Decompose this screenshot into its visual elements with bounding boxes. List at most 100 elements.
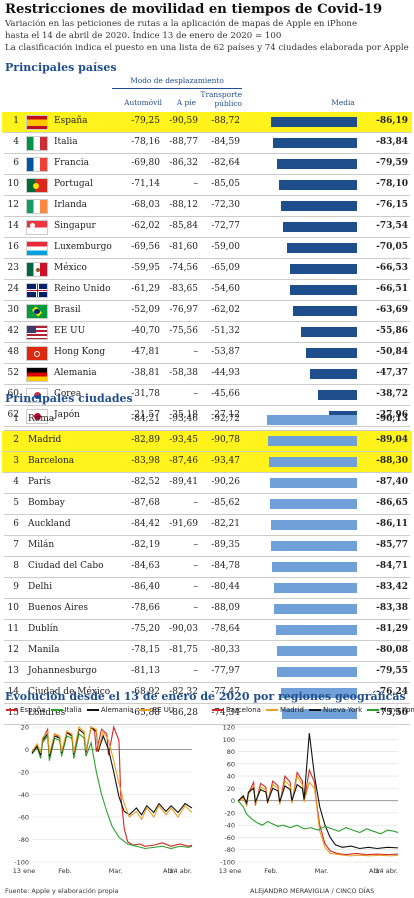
city-name: Roma [28, 414, 55, 424]
y-tick-label: -80 [18, 836, 29, 844]
value-car: -59,95 [131, 263, 160, 273]
value-walk: -74,56 [169, 263, 198, 273]
value-car: -82,52 [131, 477, 160, 487]
flag-kr-icon [26, 388, 48, 403]
countries-row: 52 Alemania -38,81 -58,38 -44,93 -47,37 [2, 364, 412, 385]
legend-item: Italia [50, 706, 82, 714]
country-name: Alemania [54, 368, 97, 378]
media-bar [269, 478, 357, 488]
subtitle-line-2: hasta el 14 de abril de 2020. Índice 13 … [5, 31, 282, 41]
city-name: Bombay [28, 498, 65, 508]
y-tick-label: 80 [227, 748, 235, 756]
cities-row: 14 Ciudad de México -68,92 -82,32 -77,47 -76,… [2, 683, 412, 704]
city-name: Manila [28, 645, 60, 655]
y-tick-label: 20 [21, 724, 29, 732]
value-car: -71,14 [131, 179, 160, 189]
value-media: -78,10 [376, 179, 408, 189]
media-bar [277, 159, 357, 169]
cities-row: 4 París -82,52 -89,41 -90,26 -87,40 [2, 473, 412, 494]
rank: 30 [7, 305, 19, 315]
countries-row: 16 Luxemburgo -69,56 -81,60 -59,00 -70,05 [2, 238, 412, 259]
media-bar [266, 415, 357, 425]
value-walk: – [193, 498, 199, 508]
value-walk: -88,77 [169, 137, 198, 147]
value-media: -75,50 [376, 708, 408, 718]
rank: 2 [13, 435, 19, 445]
value-media: -83,38 [376, 603, 408, 613]
value-car: -40,70 [131, 326, 160, 336]
rank: 15 [7, 708, 19, 718]
rank: 10 [7, 603, 19, 613]
legend-item: Alemania [86, 706, 134, 714]
value-transit: -82,21 [211, 519, 240, 529]
cities-row: 11 Dublín -75,20 -90,03 -78,64 -81,29 [2, 620, 412, 641]
cities-row: 9 Delhi -86,40 – -80,44 -83,42 [2, 578, 412, 599]
rank: 48 [7, 347, 19, 357]
value-transit: -78,64 [211, 624, 240, 634]
legend-item: Nueva York [308, 706, 362, 714]
rank: 11 [7, 624, 19, 634]
countries-row: 23 México -59,95 -74,56 -65,09 -66,53 [2, 259, 412, 280]
y-tick-label: -60 [224, 834, 235, 842]
page-title: Restricciones de movilidad en tiempos de… [5, 2, 383, 17]
value-transit: -80,44 [211, 582, 240, 592]
flag-de-icon [26, 367, 48, 382]
col-header-media: Media [331, 98, 355, 107]
mode-group-rule [112, 88, 242, 89]
value-walk: -93,46 [169, 414, 198, 424]
media-bar [318, 390, 357, 400]
media-bar [286, 243, 357, 253]
value-car: -78,66 [131, 603, 160, 613]
rank: 14 [7, 687, 19, 697]
rank: 1 [13, 414, 19, 424]
media-bar [270, 520, 357, 530]
value-walk: -93,45 [169, 435, 198, 445]
city-name: Delhi [28, 582, 53, 592]
value-walk: -89,41 [169, 477, 198, 487]
countries-row: 14 Singapur -62,02 -85,84 -72,77 -73,54 [2, 217, 412, 238]
value-walk: – [193, 603, 199, 613]
value-walk: – [193, 540, 199, 550]
city-name: Auckland [28, 519, 71, 529]
cities-row: 1 Roma -84,21 -93,46 -92,72 -90,13 [2, 410, 412, 431]
rank: 24 [7, 284, 19, 294]
value-car: -79,25 [131, 116, 160, 126]
media-bar [309, 369, 357, 379]
rank: 9 [13, 582, 19, 592]
value-walk: -76,97 [169, 305, 198, 315]
value-transit: -59,00 [211, 242, 240, 252]
col-header-transit-2: público [214, 99, 242, 108]
flag-ie-icon [26, 199, 48, 214]
value-transit: -88,09 [211, 603, 240, 613]
x-tick-label: 14 abr. [375, 867, 398, 875]
countries-row: 1 España -79,25 -90,59 -88,72 -86,19 [2, 112, 412, 133]
value-transit: -82,64 [211, 158, 240, 168]
y-tick-label: 120 [223, 724, 235, 732]
value-media: -47,37 [376, 368, 408, 378]
cities-row: 6 Auckland -84,42 -91,69 -82,21 -86,11 [2, 515, 412, 536]
legend-item: Barcelona [212, 706, 261, 714]
flag-lu-icon [26, 241, 48, 256]
x-tick-label: Mar. [315, 867, 329, 875]
value-media: -83,84 [376, 137, 408, 147]
value-transit: -65,09 [211, 263, 240, 273]
y-tick-label: -60 [18, 814, 29, 822]
media-bar [280, 201, 357, 211]
country-name: Italia [54, 137, 78, 147]
mode-group-header: Modo de desplazamiento [130, 76, 224, 85]
country-name: Hong Kong [54, 347, 106, 357]
cities-row: 13 Johannesburgo -81,13 – -77,97 -79,55 [2, 662, 412, 683]
value-car: -87,68 [131, 498, 160, 508]
cities-row: 10 Buenos Aires -78,66 – -88,09 -83,38 [2, 599, 412, 620]
media-bar [270, 117, 357, 127]
media-bar [278, 180, 357, 190]
rank: 4 [13, 137, 19, 147]
city-name: París [28, 477, 51, 487]
x-tick-label: Feb. [264, 867, 278, 875]
value-transit: -62,02 [211, 305, 240, 315]
value-media: -80,08 [376, 645, 408, 655]
value-transit: -85,05 [211, 179, 240, 189]
y-tick-label: 60 [227, 760, 235, 768]
value-walk: -88,12 [169, 200, 198, 210]
